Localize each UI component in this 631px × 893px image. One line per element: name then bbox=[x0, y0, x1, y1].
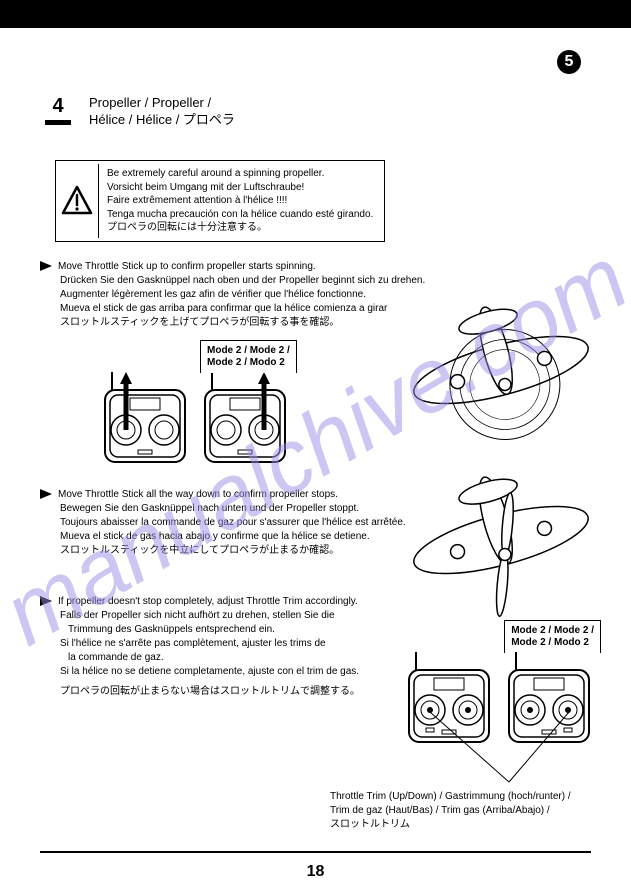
step1-de: Drücken Sie den Gasknüppel nach oben und… bbox=[40, 274, 425, 288]
trim-line1: Throttle Trim (Up/Down) / Gastrimmung (h… bbox=[330, 790, 571, 804]
tx-right-wrap: Mode 2 / Mode 2 / Mode 2 / Modo 2 bbox=[200, 340, 297, 467]
bottom-rule bbox=[40, 851, 591, 853]
step1-jp: スロットルスティックを上げてプロペラが回転する事を確認。 bbox=[40, 316, 425, 330]
step2-fr: Toujours abaisser la commande de gaz pou… bbox=[40, 516, 406, 530]
airplane-icon bbox=[401, 270, 601, 470]
step3-es: Si la hélice no se detiene completamente… bbox=[40, 665, 360, 679]
trim-line3: スロットルトリム bbox=[330, 818, 571, 832]
warning-text: Be extremely careful around a spinning p… bbox=[99, 164, 381, 238]
mode-label-line2: Mode 2 / Modo 2 bbox=[511, 637, 594, 649]
leader-lines bbox=[399, 712, 599, 792]
step2-es: Mueva el stick de gas hacia abajo y conf… bbox=[40, 530, 406, 544]
arrow-bullet-icon bbox=[40, 261, 52, 271]
step3-text: If propeller doesn't stop completely, ad… bbox=[40, 595, 360, 699]
step1-tx-pair: Mode 2 / Mode 2 / Mode 2 / Modo 2 bbox=[100, 340, 425, 467]
step2-text: Move Throttle Stick all the way down to … bbox=[40, 488, 406, 558]
step3-fr1: Si l'hélice ne s'arrête pas complètement… bbox=[40, 637, 360, 651]
warning-fr: Faire extrêmement attention à l'hélice !… bbox=[107, 194, 373, 208]
step2-block: Move Throttle Stick all the way down to … bbox=[40, 488, 406, 558]
section-title-line1: Propeller / Propeller / bbox=[89, 95, 235, 112]
step2-en: Move Throttle Stick all the way down to … bbox=[58, 489, 338, 500]
airplane-spinning bbox=[401, 270, 601, 475]
chapter-badge: 5 bbox=[557, 50, 581, 74]
mode-label: Mode 2 / Mode 2 / Mode 2 / Modo 2 bbox=[200, 340, 297, 373]
warning-icon-cell bbox=[59, 164, 99, 238]
tx-left bbox=[100, 372, 190, 467]
step1-fr: Augmenter légèrement les gaz afin de vér… bbox=[40, 288, 425, 302]
mode-label-line1: Mode 2 / Mode 2 / bbox=[207, 345, 290, 357]
mode-label-line1: Mode 2 / Mode 2 / bbox=[511, 625, 594, 637]
transmitter-icon bbox=[200, 372, 290, 467]
section-title: Propeller / Propeller / Hélice / Hélice … bbox=[89, 95, 235, 129]
section-header: 4 Propeller / Propeller / Hélice / Hélic… bbox=[45, 95, 235, 129]
trim-line2: Trim de gaz (Haut/Bas) / Trim gas (Arrib… bbox=[330, 804, 571, 818]
arrow-bullet-icon bbox=[40, 596, 52, 606]
airplane-icon bbox=[401, 460, 601, 620]
step1-en: Move Throttle Stick up to confirm propel… bbox=[58, 261, 316, 272]
transmitter-icon bbox=[100, 372, 190, 467]
step2-de: Bewegen Sie den Gasknüppel nach unten un… bbox=[40, 502, 406, 516]
step-underline bbox=[45, 120, 71, 125]
warning-es: Tenga mucha precaución con la hélice cua… bbox=[107, 208, 373, 222]
airplane-stopped bbox=[401, 460, 601, 625]
step-number-block: 4 bbox=[45, 95, 71, 129]
arrow-bullet-icon bbox=[40, 489, 52, 499]
step3-en: If propeller doesn't stop completely, ad… bbox=[58, 596, 358, 607]
step2-jp: スロットルスティックを中立にしてプロペラが止まるか確認。 bbox=[40, 544, 406, 558]
top-black-bar bbox=[0, 0, 631, 28]
step-number: 4 bbox=[45, 95, 71, 118]
mode-label-line2: Mode 2 / Modo 2 bbox=[207, 357, 290, 369]
page-number: 18 bbox=[0, 863, 631, 881]
warning-jp: プロペラの回転には十分注意する。 bbox=[107, 221, 373, 235]
step3-de1: Falls der Propeller sich nicht aufhört z… bbox=[40, 609, 360, 623]
section-title-line2: Hélice / Hélice / プロペラ bbox=[89, 112, 235, 129]
step1-block: Move Throttle Stick up to confirm propel… bbox=[40, 260, 425, 467]
step3-block: If propeller doesn't stop completely, ad… bbox=[40, 595, 360, 699]
step1-es: Mueva el stick de gas arriba para confir… bbox=[40, 302, 425, 316]
warning-box: Be extremely careful around a spinning p… bbox=[55, 160, 385, 242]
warning-triangle-icon bbox=[61, 185, 93, 217]
step3-fr2: la commande de gaz. bbox=[40, 651, 360, 665]
warning-de: Vorsicht beim Umgang mit der Luftschraub… bbox=[107, 181, 373, 195]
mode-label: Mode 2 / Mode 2 / Mode 2 / Modo 2 bbox=[504, 620, 601, 653]
warning-en: Be extremely careful around a spinning p… bbox=[107, 167, 373, 181]
step3-tx-pair: Mode 2 / Mode 2 / Mode 2 / Modo 2 bbox=[404, 620, 601, 747]
step3-de2: Trimmung des Gasknüppels entsprechend ei… bbox=[40, 623, 360, 637]
trim-caption: Throttle Trim (Up/Down) / Gastrimmung (h… bbox=[330, 790, 571, 832]
step1-text: Move Throttle Stick up to confirm propel… bbox=[40, 260, 425, 330]
step3-jp: プロペラの回転が止まらない場合はスロットルトリムで調整する。 bbox=[40, 685, 360, 699]
